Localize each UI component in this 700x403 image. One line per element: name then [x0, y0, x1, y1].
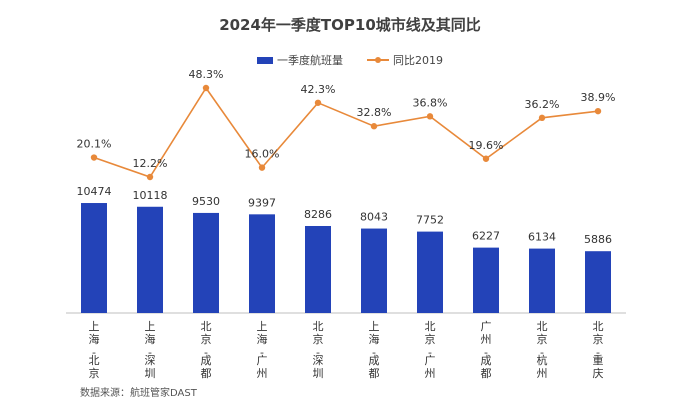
bar-value-label-3: 9397: [248, 196, 276, 209]
yoy-value-label-8: 36.2%: [525, 98, 560, 111]
category-label-4: 北京-深圳: [313, 320, 324, 380]
legend-label-yoy: 同比2019: [393, 54, 443, 67]
bar-value-label-8: 6134: [528, 231, 556, 244]
yoy-value-label-4: 42.3%: [301, 83, 336, 96]
bar-3: [249, 214, 275, 313]
bar-value-label-4: 8286: [304, 208, 332, 221]
bar-value-label-5: 8043: [360, 211, 388, 224]
yoy-point-9: [594, 107, 602, 115]
category-label-1: 上海-深圳: [145, 320, 156, 380]
yoy-value-label-6: 36.8%: [413, 96, 448, 109]
category-label-0: 上海-北京: [89, 320, 100, 380]
yoy-value-label-5: 32.8%: [357, 106, 392, 119]
yoy-point-4: [314, 99, 322, 106]
source-note: 数据来源：航班管家DAST: [80, 388, 197, 399]
bar-9: [585, 251, 611, 313]
bar-value-label-6: 7752: [416, 214, 444, 227]
legend-item-yoy: 同比2019: [367, 52, 443, 68]
bar-5: [361, 228, 387, 313]
category-label-8: 北京-杭州: [537, 320, 548, 380]
yoy-point-8: [538, 114, 546, 122]
yoy-point-6: [426, 113, 434, 120]
yoy-point-7: [482, 155, 490, 162]
yoy-value-label-1: 12.2%: [133, 157, 168, 170]
legend-swatch-flights: [257, 56, 273, 64]
yoy-value-label-9: 38.9%: [581, 91, 616, 104]
yoy-value-label-0: 20.1%: [77, 138, 112, 151]
bar-1: [137, 206, 163, 313]
legend-item-flights: 一季度航班量: [257, 52, 343, 68]
yoy-point-1: [146, 173, 154, 181]
category-label-7: 广州-成都: [481, 320, 492, 380]
category-label-5: 上海-成都: [369, 320, 380, 380]
bar-4: [305, 225, 331, 313]
legend-label-flights: 一季度航班量: [277, 54, 343, 67]
yoy-value-label-7: 19.6%: [469, 139, 504, 152]
yoy-line: [93, 86, 599, 178]
category-label-6: 北京-广州: [425, 320, 436, 380]
bar-6: [417, 231, 443, 313]
yoy-value-label-3: 16.0%: [245, 148, 280, 161]
bar-8: [529, 248, 555, 313]
yoy-point-3: [258, 164, 266, 171]
yoy-value-label-2: 48.3%: [189, 68, 224, 81]
bar-value-label-0: 10474: [77, 185, 112, 198]
bar-value-label-7: 6227: [472, 230, 500, 243]
legend-swatch-yoy: [367, 56, 389, 63]
bar-0: [81, 203, 107, 313]
chart-title: 2024年一季度TOP10城市线及其同比: [219, 16, 481, 34]
category-label-2: 北京-成都: [201, 320, 212, 380]
bar-value-label-9: 5886: [584, 233, 612, 246]
yoy-point-0: [90, 154, 98, 161]
yoy-point-5: [370, 123, 378, 130]
category-label-9: 北京-重庆: [593, 320, 604, 380]
bar-value-label-2: 9530: [192, 195, 220, 208]
bar-7: [473, 247, 499, 313]
yoy-point-2: [202, 84, 210, 92]
legend: 一季度航班量 同比2019: [0, 52, 700, 68]
bar-value-label-1: 10118: [133, 189, 168, 202]
category-label-3: 上海-广州: [257, 320, 268, 380]
bar-2: [193, 212, 219, 313]
